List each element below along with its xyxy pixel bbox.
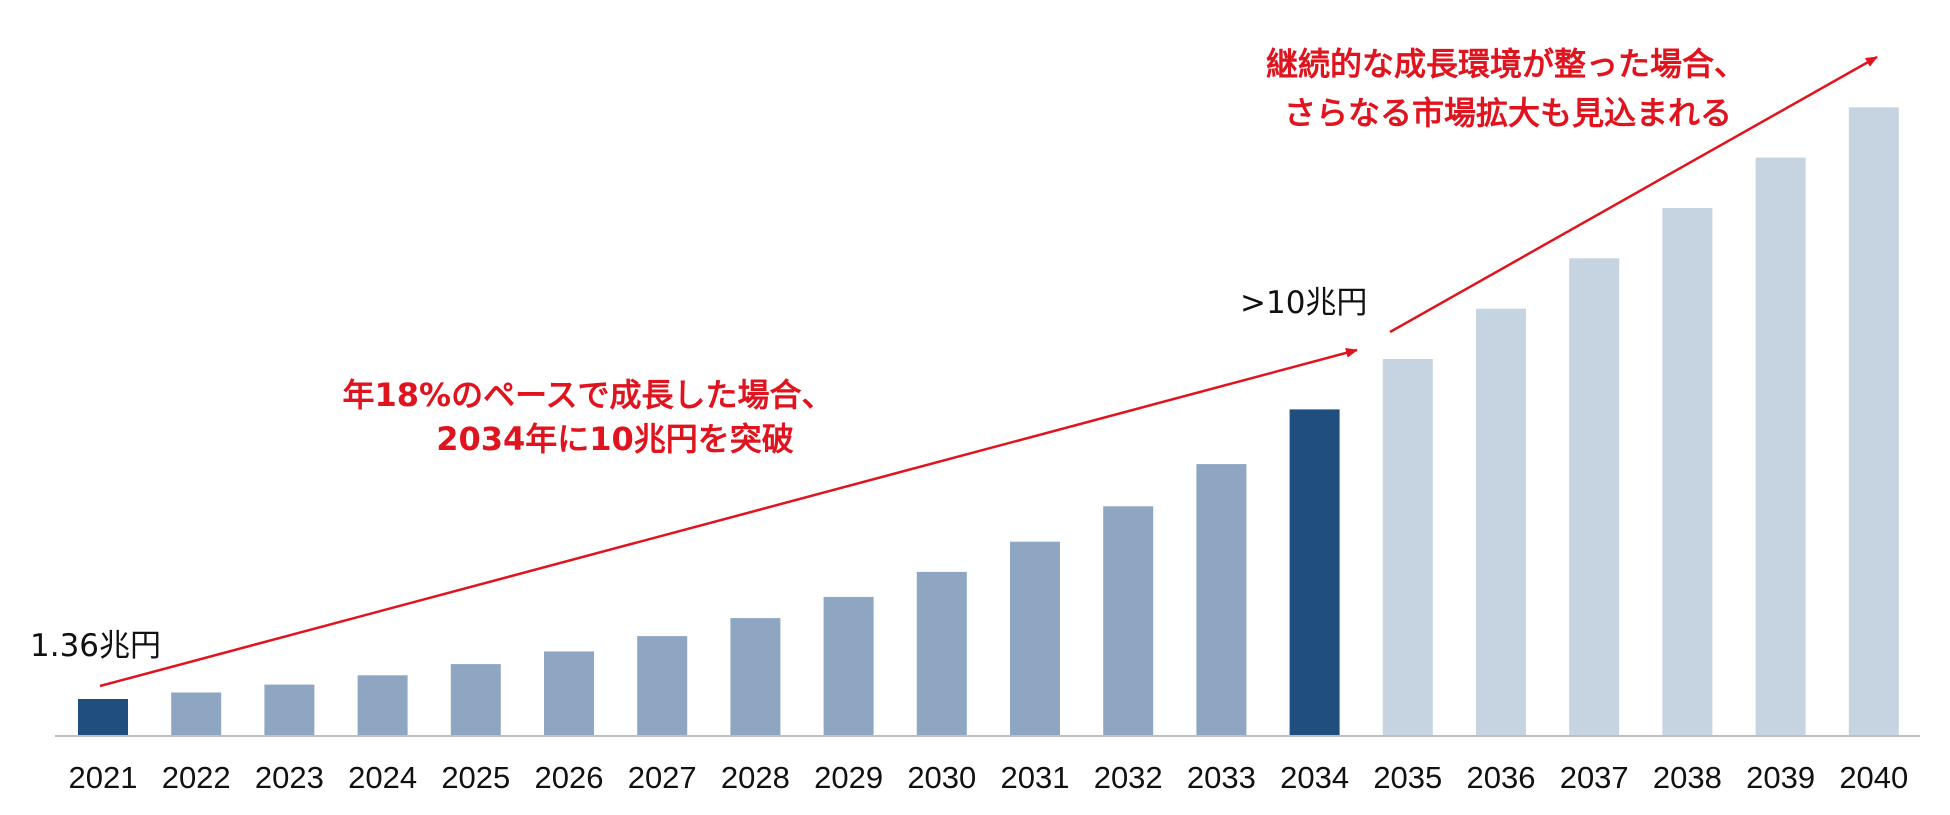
x-tick-2036: 2036 bbox=[1467, 760, 1536, 795]
bar-2037 bbox=[1569, 258, 1620, 736]
bar-2036 bbox=[1476, 308, 1526, 736]
bar-2032 bbox=[1103, 506, 1154, 736]
x-tick-2033: 2033 bbox=[1187, 760, 1256, 795]
annotation-expansion-line-2: さらなる市場拡大も見込まれる bbox=[1284, 94, 1732, 132]
x-tick-2039: 2039 bbox=[1746, 760, 1815, 795]
bar-2023 bbox=[264, 684, 315, 736]
x-tick-2028: 2028 bbox=[721, 760, 790, 795]
bar-2025 bbox=[450, 664, 501, 736]
data-label-2034: >10兆円 bbox=[1240, 285, 1367, 321]
bar-2033 bbox=[1196, 464, 1247, 736]
growth-arrow-extended bbox=[1389, 55, 1878, 334]
data-label-2021: 1.36兆円 bbox=[30, 628, 161, 664]
bar-2021 bbox=[78, 699, 128, 736]
x-tick-2029: 2029 bbox=[814, 760, 883, 795]
x-tick-2024: 2024 bbox=[348, 760, 417, 795]
x-tick-2023: 2023 bbox=[255, 760, 324, 795]
x-tick-2025: 2025 bbox=[441, 760, 510, 795]
x-tick-2032: 2032 bbox=[1094, 760, 1163, 795]
x-tick-2035: 2035 bbox=[1373, 760, 1442, 795]
bar-2028 bbox=[730, 618, 781, 736]
bar-2034 bbox=[1289, 409, 1340, 736]
bar-2040 bbox=[1848, 107, 1899, 737]
growth-arrow-18pct bbox=[99, 348, 1358, 688]
bar-2027 bbox=[637, 636, 688, 736]
bar-2039 bbox=[1755, 157, 1806, 737]
bar-2031 bbox=[1010, 541, 1060, 736]
x-tick-2022: 2022 bbox=[162, 760, 231, 795]
annotation-growth-line-2: 2034年に10兆円を突破 bbox=[436, 420, 794, 458]
bar-2024 bbox=[357, 675, 408, 736]
x-tick-2021: 2021 bbox=[69, 760, 138, 795]
x-tick-2026: 2026 bbox=[535, 760, 604, 795]
x-tick-2030: 2030 bbox=[907, 760, 976, 795]
x-tick-2031: 2031 bbox=[1001, 760, 1070, 795]
x-tick-2040: 2040 bbox=[1839, 760, 1908, 795]
bar-2022 bbox=[171, 692, 222, 736]
bar-2026 bbox=[544, 651, 594, 736]
bar-2038 bbox=[1662, 208, 1713, 736]
bars-group bbox=[78, 107, 1899, 737]
bar-2029 bbox=[823, 596, 874, 736]
x-tick-2037: 2037 bbox=[1560, 760, 1629, 795]
x-tick-2038: 2038 bbox=[1653, 760, 1722, 795]
annotation-growth-line-1: 年18%のペースで成長した場合、 bbox=[343, 376, 834, 414]
annotation-expansion-line-1: 継続的な成長環境が整った場合、 bbox=[1266, 45, 1746, 83]
x-tick-2027: 2027 bbox=[628, 760, 697, 795]
x-tick-labels: 2021 2022 2023 2024 2025 2026 2027 2028 2029 2030… bbox=[69, 760, 1909, 795]
bar-2030 bbox=[916, 571, 967, 736]
x-tick-2034: 2034 bbox=[1280, 760, 1349, 795]
bar-2035 bbox=[1382, 359, 1433, 736]
